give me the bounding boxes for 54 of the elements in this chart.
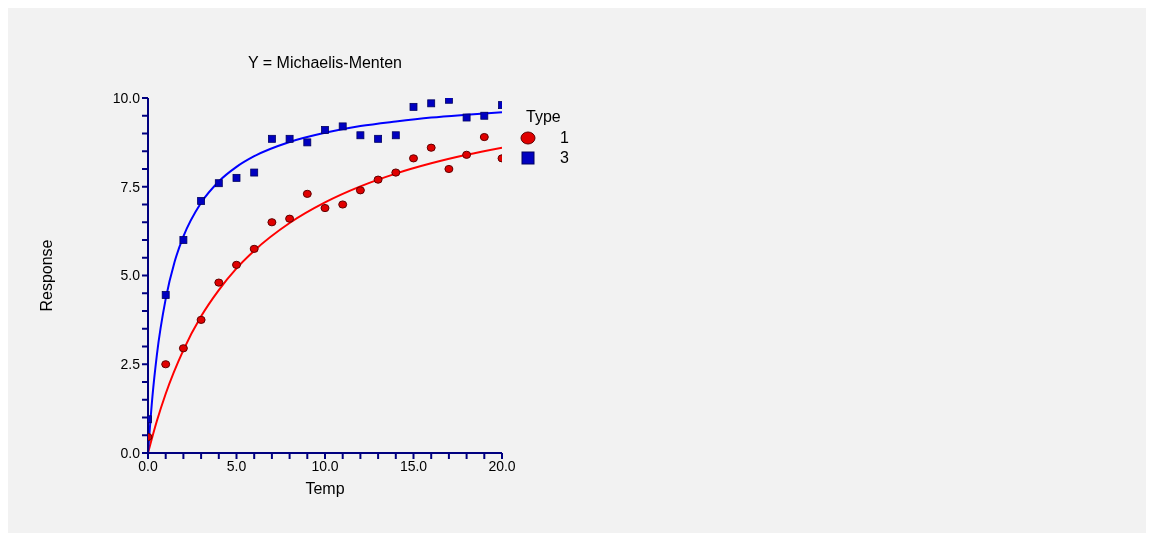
point bbox=[338, 200, 348, 209]
point bbox=[391, 168, 401, 177]
point bbox=[268, 134, 276, 143]
point bbox=[303, 138, 312, 147]
point bbox=[356, 131, 365, 140]
point bbox=[373, 175, 383, 184]
y-axis-title: Response bbox=[37, 239, 55, 312]
point bbox=[250, 168, 259, 177]
x-tick-label: 20.0 bbox=[488, 457, 516, 474]
y-tick-label: 5.0 bbox=[120, 267, 141, 284]
point bbox=[427, 99, 436, 108]
point bbox=[355, 186, 365, 195]
point bbox=[249, 244, 259, 253]
point bbox=[197, 197, 205, 205]
point bbox=[214, 278, 224, 287]
point bbox=[391, 131, 400, 140]
point bbox=[179, 236, 188, 244]
legend-label: 1 bbox=[560, 129, 569, 147]
point bbox=[214, 179, 223, 188]
point bbox=[232, 260, 241, 269]
point bbox=[480, 111, 489, 120]
x-tick-label: 0.0 bbox=[138, 457, 158, 474]
y-tick-label: 2.5 bbox=[120, 356, 141, 373]
y-tick-label: 10.0 bbox=[112, 89, 141, 106]
point bbox=[374, 134, 382, 143]
chart-title: Y = Michaelis-Menten bbox=[247, 54, 403, 72]
x-tick-label: 15.0 bbox=[399, 457, 428, 474]
point bbox=[161, 360, 171, 369]
point bbox=[462, 113, 471, 122]
point bbox=[444, 164, 454, 174]
legend-label: 3 bbox=[560, 149, 569, 167]
x-tick-label: 10.0 bbox=[311, 457, 339, 474]
point bbox=[445, 98, 453, 104]
point bbox=[462, 150, 472, 159]
point bbox=[285, 134, 294, 143]
point bbox=[321, 126, 329, 134]
point bbox=[409, 154, 418, 163]
point bbox=[479, 132, 489, 142]
point bbox=[320, 203, 330, 213]
point bbox=[285, 214, 295, 223]
point bbox=[302, 189, 312, 198]
y-tick-label: 0.0 bbox=[120, 444, 141, 461]
point bbox=[196, 315, 206, 324]
point bbox=[267, 218, 277, 227]
legend-title: Type bbox=[526, 108, 562, 126]
point bbox=[426, 143, 436, 152]
point bbox=[232, 173, 241, 182]
point bbox=[178, 344, 188, 353]
point bbox=[161, 291, 170, 299]
x-tick-label: 5.0 bbox=[226, 457, 247, 474]
point bbox=[338, 122, 347, 131]
x-axis-title: Temp bbox=[305, 480, 345, 498]
y-tick-label: 7.5 bbox=[120, 178, 141, 195]
point bbox=[409, 102, 418, 111]
